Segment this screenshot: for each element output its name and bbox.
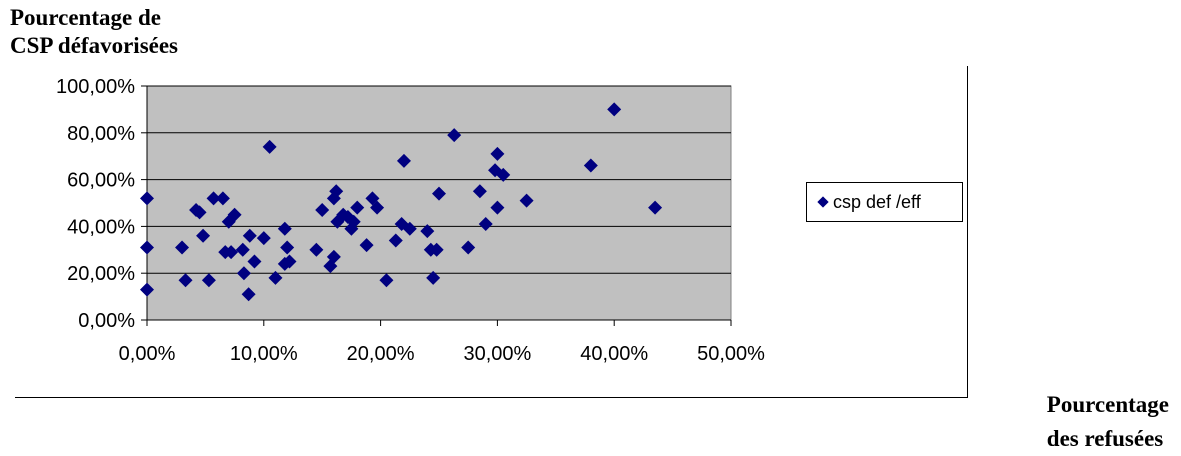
- data-points: [140, 102, 663, 302]
- data-point: [370, 200, 385, 215]
- legend-label: csp def /eff: [833, 191, 921, 212]
- data-point: [478, 217, 493, 232]
- data-point: [329, 184, 344, 199]
- data-point: [420, 224, 435, 239]
- data-point: [309, 242, 324, 257]
- data-point: [359, 238, 374, 253]
- x-tick-label: 10,00%: [230, 343, 298, 365]
- data-point: [426, 270, 441, 285]
- y-axis-title: Pourcentage de CSP défavorisées: [10, 4, 178, 60]
- x-tick-label: 50,00%: [697, 343, 765, 365]
- data-point: [236, 266, 251, 281]
- y-tick-label: 40,00%: [67, 216, 135, 238]
- data-point: [256, 231, 271, 246]
- y-tick-label: 100,00%: [56, 76, 135, 98]
- data-point: [583, 158, 598, 173]
- data-point: [429, 242, 444, 257]
- y-axis-title-line2: CSP défavorisées: [10, 33, 179, 58]
- data-point: [140, 240, 154, 255]
- data-point: [461, 240, 476, 255]
- y-axis-title-line1: Pourcentage de: [10, 5, 161, 30]
- data-point: [242, 228, 257, 243]
- data-point: [235, 242, 250, 257]
- x-tick-label: 40,00%: [580, 343, 648, 365]
- data-point: [346, 214, 361, 229]
- y-tick-label: 60,00%: [67, 170, 135, 192]
- data-point: [315, 203, 330, 218]
- chart-frame-right-border: [967, 66, 968, 398]
- data-point: [402, 221, 417, 236]
- data-point: [282, 254, 297, 269]
- data-point: [607, 102, 622, 117]
- data-point: [224, 245, 239, 260]
- chart-frame-bottom-border: [15, 397, 968, 398]
- x-axis-title-line1: Pourcentage: [1046, 392, 1169, 417]
- y-tick-label: 0,00%: [78, 310, 135, 332]
- data-point: [175, 240, 190, 255]
- x-tick-label: 20,00%: [347, 343, 415, 365]
- data-point: [215, 191, 230, 206]
- data-point: [262, 139, 277, 154]
- y-tick-labels: 0,00% 20,00% 40,00% 60,00% 80,00% 100,00%: [56, 76, 135, 332]
- data-point: [490, 200, 505, 215]
- data-point: [490, 146, 505, 161]
- x-axis-title-line2: des refusées: [1046, 426, 1164, 451]
- data-point: [326, 249, 341, 264]
- data-point: [268, 270, 283, 285]
- data-point: [201, 273, 216, 288]
- data-point: [196, 228, 211, 243]
- data-point: [432, 186, 446, 201]
- gridlines: [147, 85, 731, 274]
- data-point: [472, 184, 487, 199]
- data-point: [247, 254, 262, 269]
- y-tick-label: 20,00%: [67, 263, 135, 285]
- data-point: [388, 233, 403, 248]
- data-point: [227, 207, 242, 222]
- x-axis-title: Pourcentage des refusées: [1047, 388, 1169, 456]
- data-point: [280, 240, 295, 255]
- data-point: [496, 167, 511, 182]
- x-tick-label: 30,00%: [463, 343, 531, 365]
- y-tick-label: 80,00%: [67, 123, 135, 145]
- data-point: [192, 205, 207, 220]
- data-point: [447, 128, 462, 143]
- legend-marker-diamond-icon: [817, 196, 829, 208]
- legend: csp def /eff: [806, 182, 963, 222]
- plot-area: [146, 85, 732, 321]
- data-point: [379, 273, 394, 288]
- data-point: [206, 191, 221, 206]
- data-point: [241, 287, 256, 302]
- data-point: [178, 273, 193, 288]
- data-point: [277, 221, 292, 236]
- x-tick-label: 0,00%: [119, 343, 176, 365]
- data-point: [350, 200, 365, 215]
- data-point: [396, 153, 411, 168]
- data-point: [140, 282, 154, 297]
- x-tick-labels: 0,00% 10,00% 20,00% 30,00% 40,00% 50,00%: [119, 343, 765, 365]
- data-point: [140, 191, 154, 206]
- data-point: [519, 193, 534, 208]
- data-point: [648, 200, 663, 215]
- data-point: [365, 191, 380, 206]
